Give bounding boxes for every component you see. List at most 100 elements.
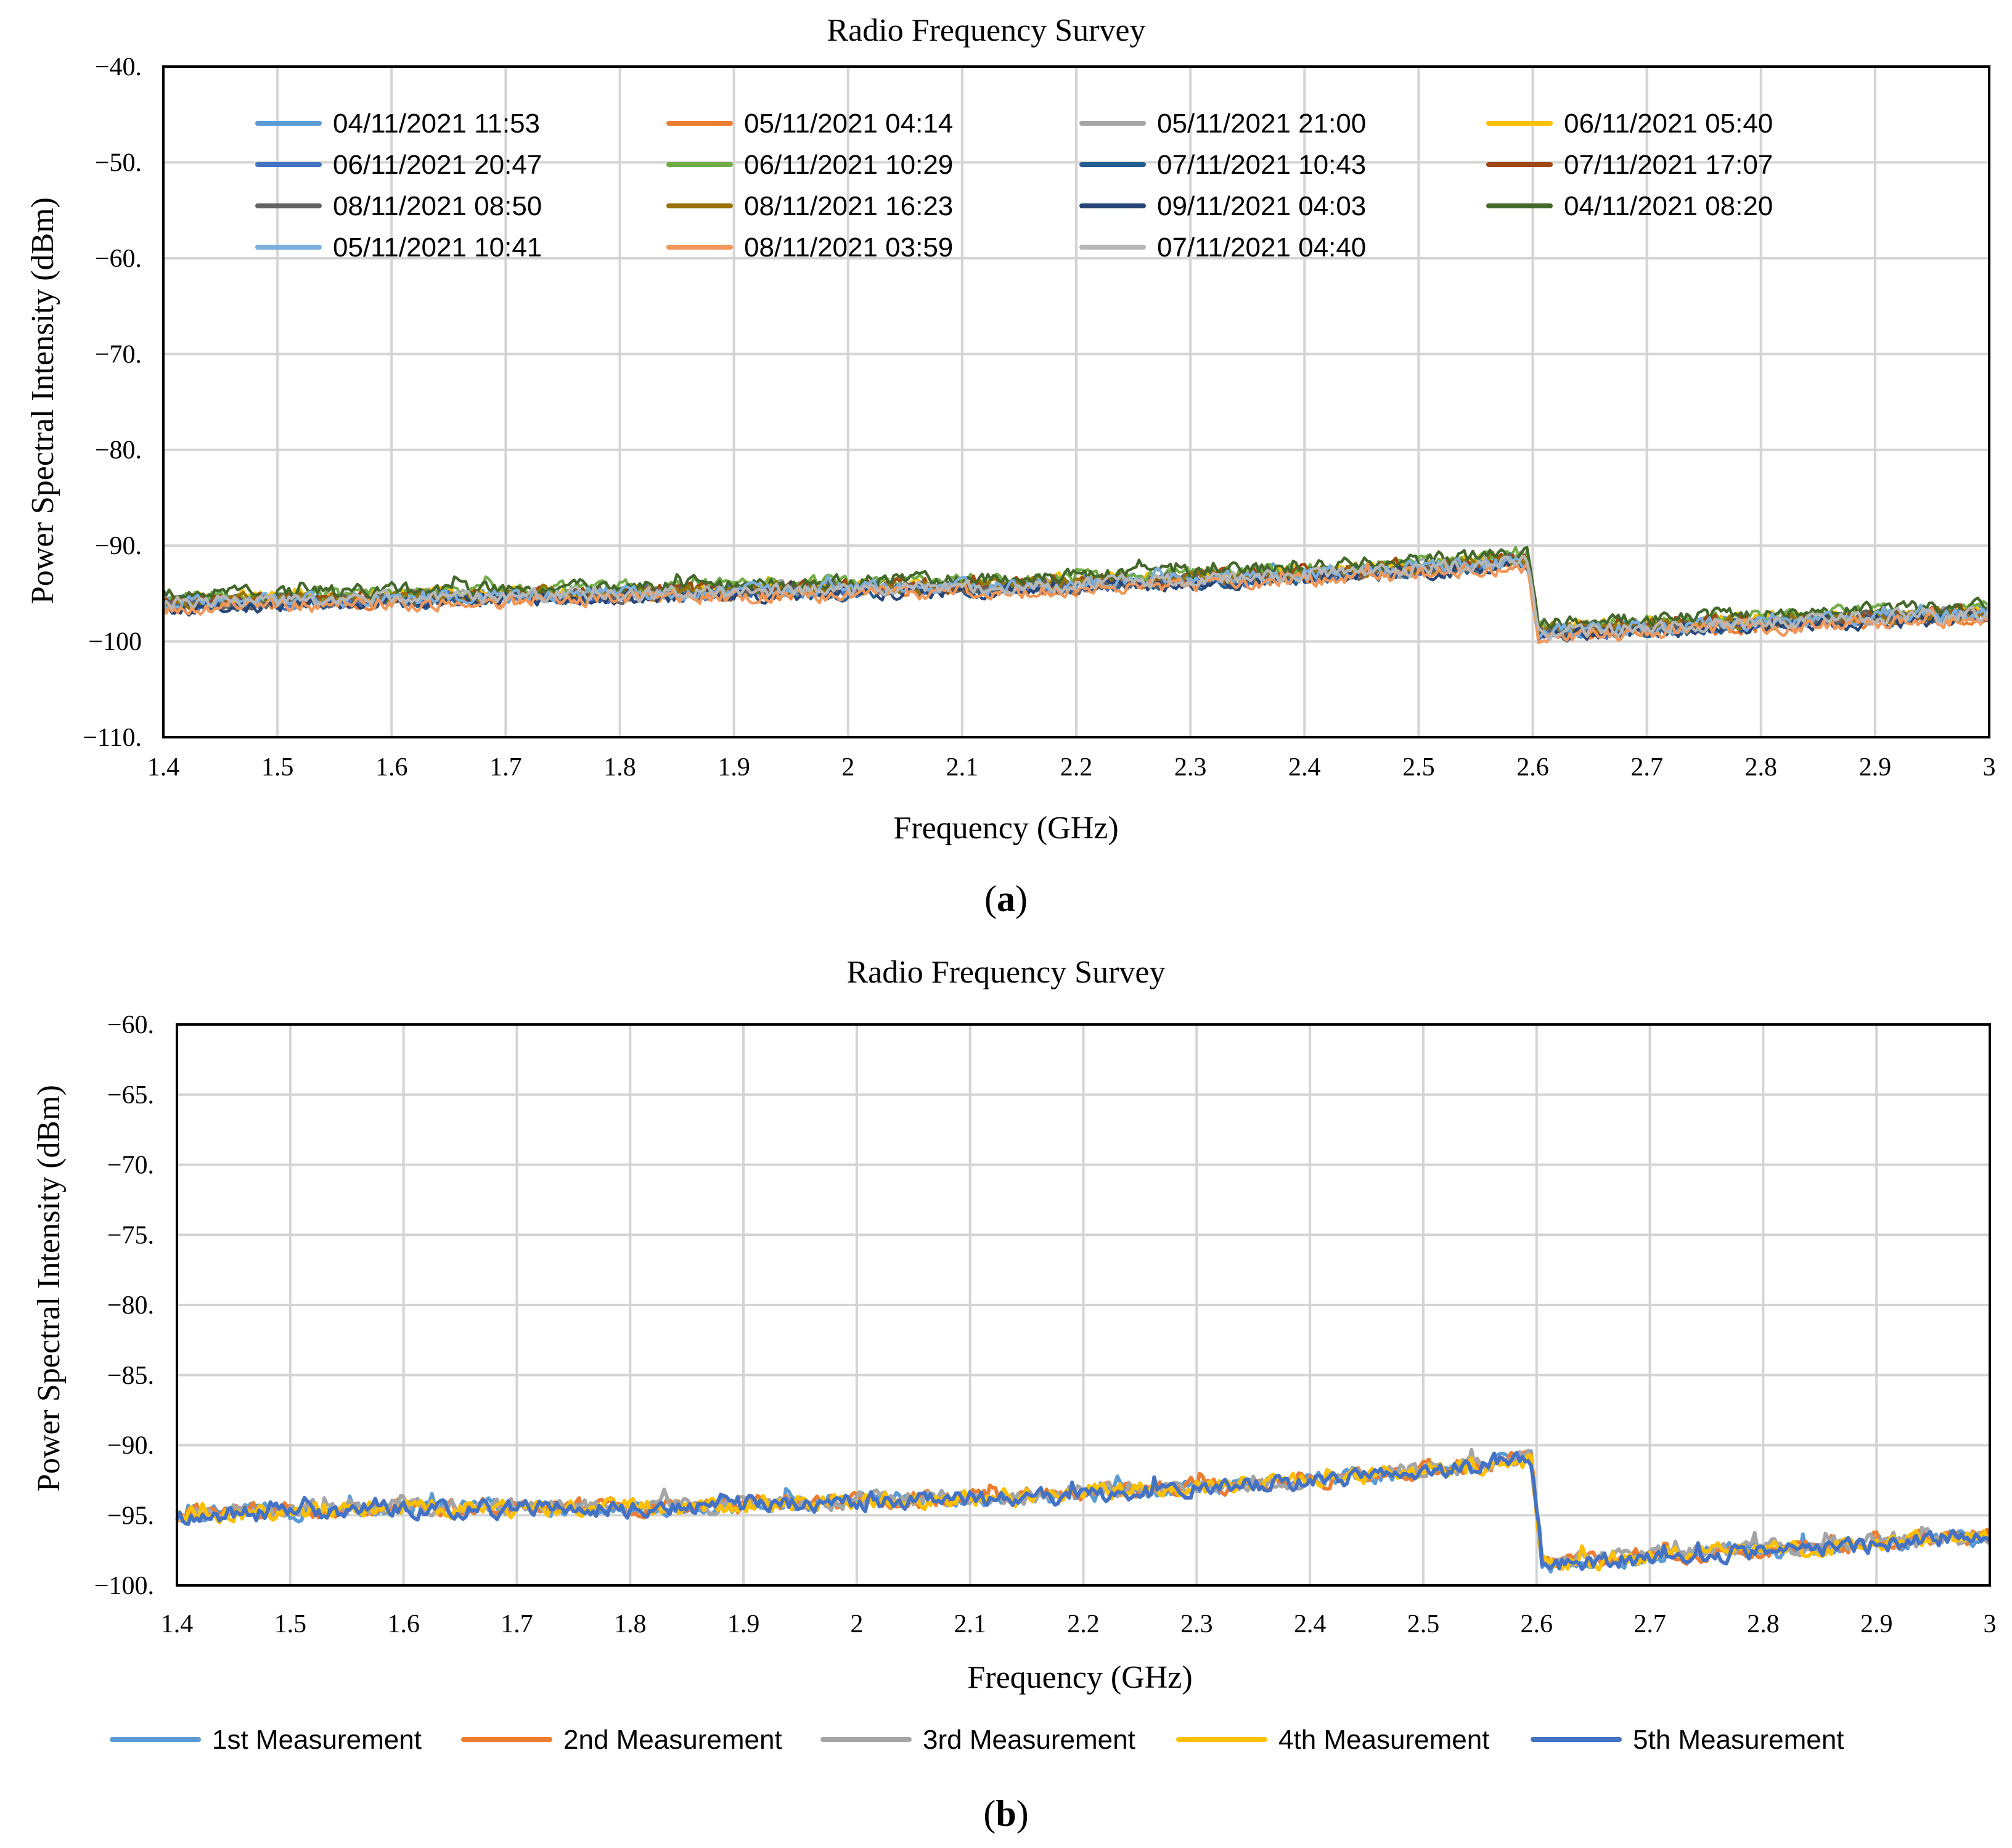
- x-tick-label: 3: [1984, 1610, 1997, 1638]
- y-tick-label: −50.: [95, 149, 142, 177]
- x-tick-label: 2.5: [1402, 753, 1435, 782]
- chart-panel-a: Radio Frequency Survey −40.−50.−60.−70.−…: [25, 13, 1996, 919]
- x-tick-label: 2.3: [1180, 1610, 1213, 1638]
- panel-letter: a: [997, 878, 1015, 919]
- legend-item: 2nd Measurement: [461, 1725, 782, 1755]
- legend-label: 05/11/2021 04:14: [744, 108, 953, 139]
- x-tick-label: 1.7: [501, 1610, 533, 1638]
- panel-label-b: (b): [983, 1793, 1028, 1834]
- legend: 04/11/2021 11:53 05/11/2021 04:14 05/11/20…: [255, 108, 1773, 263]
- legend-item: 06/11/2021 10:29: [666, 150, 953, 180]
- x-tick-label: 1.5: [274, 1610, 307, 1638]
- legend-label: 08/11/2021 16:23: [744, 191, 953, 221]
- y-tick-label: −75.: [107, 1221, 154, 1249]
- y-tick-label: −100.: [94, 1572, 154, 1600]
- legend-label: 09/11/2021 04:03: [1157, 191, 1366, 221]
- legend-item: 04/11/2021 08:20: [1486, 191, 1773, 221]
- legend-item: 08/11/2021 16:23: [666, 191, 953, 221]
- legend-label: 5th Measurement: [1633, 1725, 1844, 1755]
- legend-item: 05/11/2021 21:00: [1079, 108, 1366, 139]
- x-tick-label: 2: [841, 753, 854, 782]
- x-tick-label: 2.4: [1288, 753, 1321, 782]
- y-tick-label: −65.: [107, 1081, 154, 1110]
- legend-item: 05/11/2021 04:14: [666, 108, 953, 139]
- chart-title: Radio Frequency Survey: [827, 13, 1145, 48]
- legend-label: 07/11/2021 17:07: [1564, 150, 1773, 180]
- chart-title: Radio Frequency Survey: [846, 955, 1165, 990]
- y-tick-label: −100: [88, 628, 142, 656]
- x-axis-title: Frequency (GHz): [967, 1660, 1192, 1695]
- legend-item: 04/11/2021 11:53: [255, 108, 540, 139]
- legend-item: 3rd Measurement: [820, 1725, 1135, 1755]
- x-tick-label: 2.2: [1067, 1610, 1100, 1638]
- series-line: [162, 546, 1990, 631]
- legend-item: 4th Measurement: [1176, 1725, 1489, 1755]
- x-tick-label: 2: [850, 1610, 863, 1638]
- x-tick-label: 1.5: [261, 753, 294, 782]
- x-tick-label: 2.8: [1745, 753, 1778, 782]
- x-tick-label: 1.4: [147, 753, 180, 782]
- x-tick-label: 2.7: [1634, 1610, 1666, 1638]
- x-tick-label: 2.7: [1630, 753, 1663, 782]
- panel-letter: b: [996, 1793, 1016, 1834]
- x-tick-label: 2.9: [1859, 753, 1892, 782]
- x-tick-label: 1.9: [718, 753, 750, 782]
- x-tick-label: 2.2: [1060, 753, 1093, 782]
- y-tick-label: −90.: [107, 1432, 154, 1460]
- series-line: [162, 555, 1990, 642]
- x-tick-label: 2.8: [1747, 1610, 1780, 1638]
- legend-label: 07/11/2021 04:40: [1157, 232, 1366, 263]
- series-lines: [162, 546, 1991, 644]
- legend: 1st Measurement 2nd Measurement 3rd Measur…: [110, 1725, 1844, 1755]
- x-tick-label: 2.6: [1516, 753, 1549, 782]
- y-tick-label: −70.: [107, 1151, 154, 1180]
- legend-item: 5th Measurement: [1531, 1725, 1844, 1755]
- legend-label: 3rd Measurement: [923, 1725, 1135, 1755]
- y-axis-title: Power Spectral Intensity (dBm): [25, 197, 60, 604]
- legend-item: 1st Measurement: [110, 1725, 422, 1755]
- legend-label: 04/11/2021 11:53: [333, 108, 540, 139]
- x-axis-title: Frequency (GHz): [893, 811, 1118, 846]
- x-tick-label: 2.1: [954, 1610, 986, 1638]
- x-tick-label: 1.9: [727, 1610, 760, 1638]
- x-tick-label: 2.4: [1294, 1610, 1327, 1638]
- legend-item: 07/11/2021 17:07: [1486, 150, 1773, 180]
- legend-label: 04/11/2021 08:20: [1564, 191, 1773, 221]
- legend-item: 06/11/2021 20:47: [255, 150, 542, 180]
- y-tick-label: −40.: [95, 53, 142, 81]
- legend-label: 08/11/2021 08:50: [333, 191, 542, 221]
- legend-label: 4th Measurement: [1278, 1725, 1489, 1755]
- x-tick-label: 1.6: [375, 753, 408, 782]
- y-tick-labels: −40. −50. −60. −70. −80. −90. −100 −110.: [83, 53, 142, 752]
- legend-label: 2nd Measurement: [563, 1725, 782, 1755]
- legend-item: 05/11/2021 10:41: [255, 232, 542, 263]
- legend-item: 06/11/2021 05:40: [1486, 108, 1773, 139]
- legend-label: 1st Measurement: [212, 1725, 422, 1755]
- x-tick-label: 1.6: [387, 1610, 420, 1638]
- x-tick-label: 2.6: [1521, 1610, 1553, 1638]
- x-tick-labels: 1.4 1.5 1.6 1.7 1.8 1.9 2 2.1 2.2 2.3 2.4 2.5 2.6 2.7…: [147, 753, 1996, 782]
- legend-label: 07/11/2021 10:43: [1157, 150, 1366, 180]
- y-tick-label: −70.: [95, 340, 142, 369]
- plot-area-frame: [176, 1023, 1991, 1587]
- legend-label: 06/11/2021 05:40: [1564, 108, 1773, 139]
- series-line: [175, 1450, 1992, 1571]
- y-tick-label: −95.: [107, 1502, 154, 1530]
- legend-item: 08/11/2021 03:59: [666, 232, 953, 263]
- x-tick-label: 1.8: [603, 753, 636, 782]
- legend-label: 06/11/2021 20:47: [333, 150, 542, 180]
- x-tick-label: 2.5: [1407, 1610, 1440, 1638]
- x-tick-label: 2.3: [1174, 753, 1207, 782]
- y-tick-labels: −60. −65. −70. −75. −80. −85. −90. −95. −100.: [94, 1011, 154, 1600]
- x-tick-label: 1.7: [489, 753, 522, 782]
- legend-item: 07/11/2021 10:43: [1079, 150, 1366, 180]
- y-tick-label: −90.: [95, 532, 142, 560]
- series-lines: [175, 1447, 1992, 1574]
- x-tick-label: 2.1: [946, 753, 979, 782]
- legend-item: 07/11/2021 04:40: [1079, 232, 1366, 263]
- y-axis-title: Power Spectral Intensity (dBm): [31, 1085, 67, 1492]
- panel-label-a: (a): [984, 878, 1028, 919]
- y-tick-label: −60.: [107, 1011, 154, 1039]
- legend-item: 09/11/2021 04:03: [1079, 191, 1366, 221]
- legend-label: 05/11/2021 21:00: [1157, 108, 1366, 139]
